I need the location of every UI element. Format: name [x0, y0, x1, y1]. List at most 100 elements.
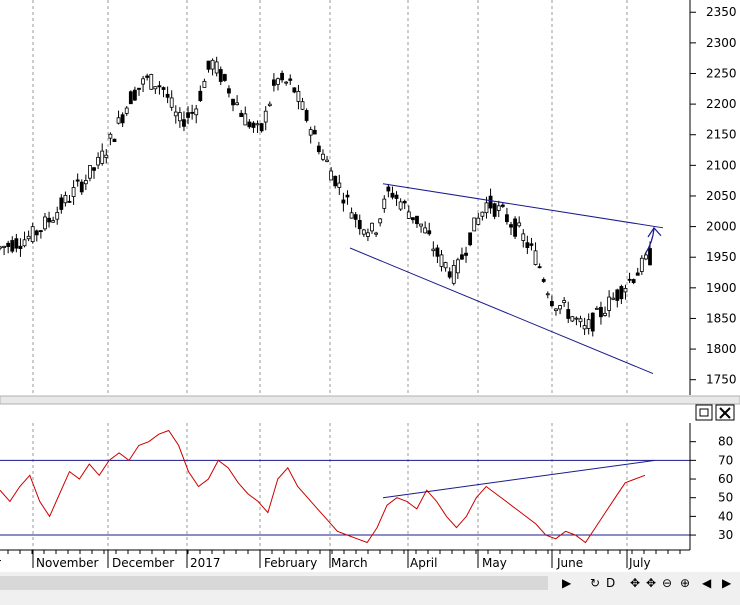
candle-body — [464, 252, 468, 256]
candle — [513, 216, 517, 240]
candle-body — [124, 107, 129, 114]
candle-body — [402, 200, 407, 204]
candle — [599, 301, 603, 325]
candle — [545, 291, 550, 299]
candle — [415, 215, 419, 228]
candle — [333, 175, 338, 189]
candle — [431, 241, 436, 257]
candle-body — [141, 78, 145, 85]
candle — [529, 237, 534, 251]
candle-body — [149, 74, 154, 90]
candle-body — [100, 150, 105, 164]
candle-body — [509, 224, 513, 228]
candle-body — [451, 265, 456, 284]
candle-body — [59, 197, 64, 210]
candle — [386, 183, 391, 198]
candle — [153, 86, 158, 94]
candle-body — [116, 117, 121, 124]
candle — [247, 119, 252, 129]
candle — [38, 229, 43, 239]
candle — [423, 221, 428, 234]
candle-body — [263, 110, 268, 123]
refresh-button[interactable]: ↻ — [590, 576, 600, 590]
candle — [517, 216, 522, 228]
bottom-toolbar: ▶ ↻ D ✥ ✥ ⊖ ⊕ ◀ ▶ — [0, 572, 740, 605]
horizontal-scrollbar[interactable] — [0, 576, 548, 590]
candle — [366, 228, 370, 242]
candle-body — [599, 307, 603, 318]
candle-body — [186, 112, 190, 118]
candle — [316, 141, 321, 155]
candle-body — [0, 246, 2, 249]
candle — [161, 86, 166, 98]
candle-body — [38, 230, 43, 233]
right-button[interactable]: ▶ — [722, 576, 732, 590]
candle — [235, 95, 240, 106]
candle-body — [296, 90, 301, 102]
upper-trendline — [382, 183, 664, 229]
candle — [406, 205, 411, 219]
candle-body — [603, 312, 607, 316]
candle-body — [566, 309, 571, 319]
candle — [378, 218, 383, 227]
candle — [300, 97, 305, 111]
candle — [345, 190, 350, 205]
candle — [267, 101, 272, 107]
candle — [96, 152, 101, 170]
play-button[interactable]: ▶ — [562, 576, 572, 590]
left-button[interactable]: ◀ — [702, 576, 712, 590]
candle — [627, 272, 632, 284]
candle — [43, 212, 47, 231]
candle — [427, 222, 432, 236]
candle-body — [276, 78, 280, 85]
candle — [128, 90, 133, 105]
candle — [202, 78, 207, 88]
pan2-icon: ✥ — [646, 576, 656, 590]
pan-button[interactable]: ✥ — [630, 576, 640, 590]
candle-body — [34, 230, 39, 236]
candle-body — [545, 293, 550, 296]
zoom-in-button[interactable]: ⊕ — [680, 576, 690, 590]
candle — [6, 240, 11, 254]
candle-body — [611, 297, 616, 300]
indicator-tick-label: 60 — [718, 472, 733, 486]
candle — [578, 315, 583, 328]
maximize-button[interactable] — [695, 404, 713, 421]
pan2-button[interactable]: ✥ — [646, 576, 656, 590]
candle — [541, 277, 546, 283]
candle-body — [476, 217, 481, 225]
zoom-in-icon: ⊕ — [680, 576, 690, 590]
candle-body — [239, 112, 244, 118]
candle — [607, 290, 612, 318]
candle-body — [443, 262, 448, 269]
candle-body — [198, 90, 203, 101]
candle-body — [639, 257, 644, 272]
candle — [505, 207, 509, 225]
price-annotations — [349, 183, 664, 375]
candle — [231, 98, 235, 112]
candle — [276, 77, 280, 91]
candle-body — [480, 211, 485, 217]
candle-body — [235, 102, 240, 106]
candle — [304, 108, 309, 123]
candle-body — [145, 75, 150, 78]
zoom-out-button[interactable]: ⊖ — [662, 576, 672, 590]
candle-body — [570, 316, 575, 322]
d-button[interactable]: D — [606, 576, 615, 590]
candle — [509, 221, 513, 236]
candle — [88, 165, 92, 182]
candle-body — [500, 204, 505, 207]
x-tick-label: May — [482, 556, 507, 570]
candle-body — [214, 61, 219, 74]
candle-body — [157, 85, 162, 88]
candle-body — [83, 180, 88, 185]
candle — [468, 232, 473, 247]
candle — [124, 106, 129, 116]
x-axis: r November December 2017 February March April M… — [0, 549, 690, 570]
candle-body — [607, 296, 612, 311]
candle-body — [247, 121, 252, 128]
candle-body — [370, 222, 374, 232]
candle-body — [259, 123, 264, 132]
candle-body — [128, 91, 133, 105]
